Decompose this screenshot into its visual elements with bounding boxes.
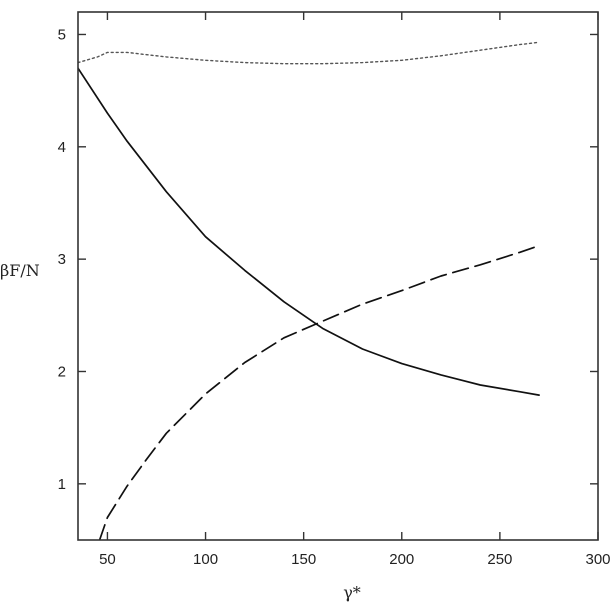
y-tick-label: 1 [58, 476, 66, 493]
x-tick-label: 50 [99, 551, 116, 568]
plot-area [78, 41, 540, 540]
x-tick-label: 300 [585, 551, 610, 568]
x-axis-label: γ* [343, 583, 361, 602]
x-tick-label: 200 [389, 551, 414, 568]
y-tick-label: 2 [58, 363, 66, 380]
plot-frame [77, 11, 599, 541]
series-line-dashed [98, 244, 540, 540]
x-tick-label: 100 [193, 551, 218, 568]
y-tick-label: 4 [58, 139, 66, 156]
y-axis-label: βF/N [0, 261, 40, 280]
axes: 50 100 150 200 250 300 1 2 3 4 5 [58, 11, 611, 568]
y-tick-label: 3 [58, 251, 66, 268]
series-line-dotted [78, 41, 540, 65]
x-tick-label: 150 [291, 551, 316, 568]
x-tick-label: 250 [487, 551, 512, 568]
y-tick-label: 5 [58, 26, 66, 43]
series-line-solid [78, 67, 540, 396]
